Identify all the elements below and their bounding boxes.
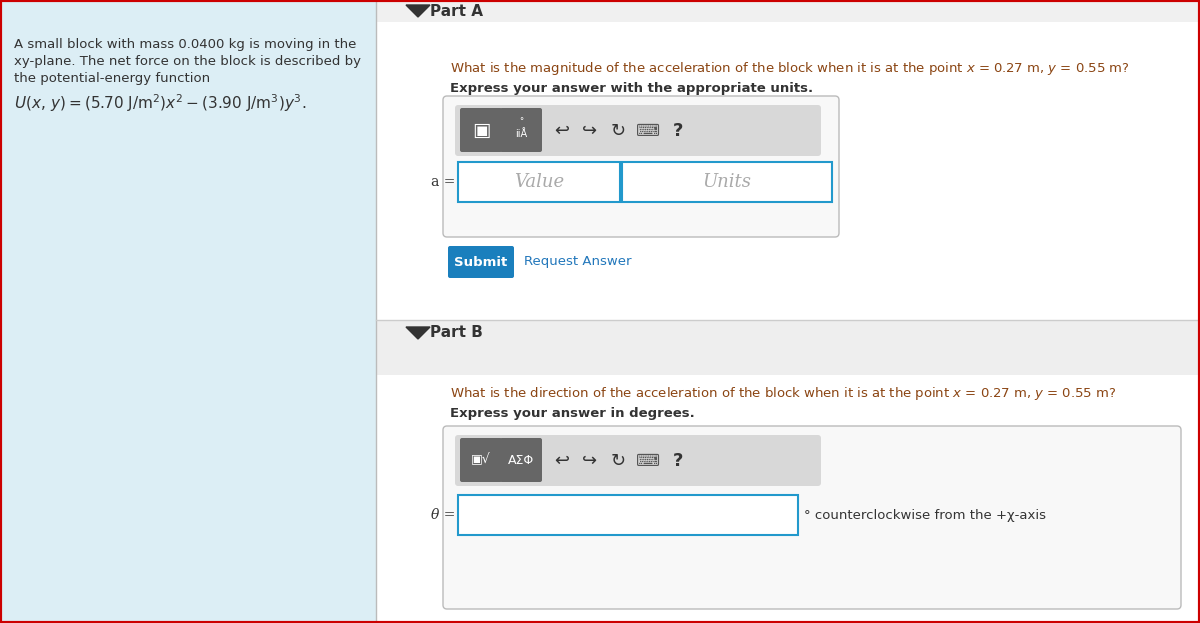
Text: Part A: Part A xyxy=(430,4,482,19)
Bar xyxy=(376,320,1200,375)
FancyBboxPatch shape xyxy=(448,246,514,278)
FancyBboxPatch shape xyxy=(460,438,502,482)
Text: ↩: ↩ xyxy=(554,452,570,470)
FancyBboxPatch shape xyxy=(443,96,839,237)
Bar xyxy=(376,0,1200,22)
Bar xyxy=(622,162,832,202)
Text: ° counterclockwise from the +χ-axis: ° counterclockwise from the +χ-axis xyxy=(804,508,1046,521)
FancyBboxPatch shape xyxy=(500,108,542,152)
FancyBboxPatch shape xyxy=(455,435,821,486)
Bar xyxy=(458,495,798,535)
Text: Submit: Submit xyxy=(455,255,508,269)
Text: ▣: ▣ xyxy=(472,120,490,140)
Text: Value: Value xyxy=(514,173,564,191)
Text: Part B: Part B xyxy=(430,325,482,340)
Text: $U(x,\,y) = (5.70\ \mathrm{J/m^2})x^2 - (3.90\ \mathrm{J/m^3})y^3.$: $U(x,\,y) = (5.70\ \mathrm{J/m^2})x^2 - … xyxy=(14,92,306,114)
FancyBboxPatch shape xyxy=(443,426,1181,609)
Text: the potential-energy function: the potential-energy function xyxy=(14,72,210,85)
Text: ↻: ↻ xyxy=(611,452,625,470)
Text: ↻: ↻ xyxy=(611,122,625,140)
Text: ▣√: ▣√ xyxy=(472,454,491,467)
Bar xyxy=(458,162,620,202)
Text: Express your answer in degrees.: Express your answer in degrees. xyxy=(450,407,695,420)
Polygon shape xyxy=(406,5,430,17)
Text: ?: ? xyxy=(673,452,683,470)
Text: xy-plane. The net force on the block is described by: xy-plane. The net force on the block is … xyxy=(14,55,361,68)
Text: What is the direction of the acceleration of the block when it is at the point $: What is the direction of the acceleratio… xyxy=(450,385,1116,402)
FancyBboxPatch shape xyxy=(455,105,821,156)
Text: A small block with mass 0.0400 kg is moving in the: A small block with mass 0.0400 kg is mov… xyxy=(14,38,356,51)
Text: a =: a = xyxy=(431,175,455,189)
Text: Request Answer: Request Answer xyxy=(524,255,631,269)
FancyBboxPatch shape xyxy=(460,108,502,152)
Text: θ =: θ = xyxy=(431,508,455,522)
Text: ↪: ↪ xyxy=(582,122,598,140)
Polygon shape xyxy=(406,327,430,339)
Text: ↪: ↪ xyxy=(582,452,598,470)
Text: iiÅ: iiÅ xyxy=(515,129,527,139)
Text: ?: ? xyxy=(673,122,683,140)
Text: ↩: ↩ xyxy=(554,122,570,140)
Text: Express your answer with the appropriate units.: Express your answer with the appropriate… xyxy=(450,82,814,95)
Text: °: ° xyxy=(518,118,523,126)
Text: Units: Units xyxy=(702,173,751,191)
FancyBboxPatch shape xyxy=(500,438,542,482)
Bar xyxy=(0,0,376,623)
Text: ⌨: ⌨ xyxy=(636,122,660,140)
Text: ⌨: ⌨ xyxy=(636,452,660,470)
Text: What is the magnitude of the acceleration of the block when it is at the point $: What is the magnitude of the acceleratio… xyxy=(450,60,1129,77)
Text: ΑΣΦ: ΑΣΦ xyxy=(508,454,534,467)
